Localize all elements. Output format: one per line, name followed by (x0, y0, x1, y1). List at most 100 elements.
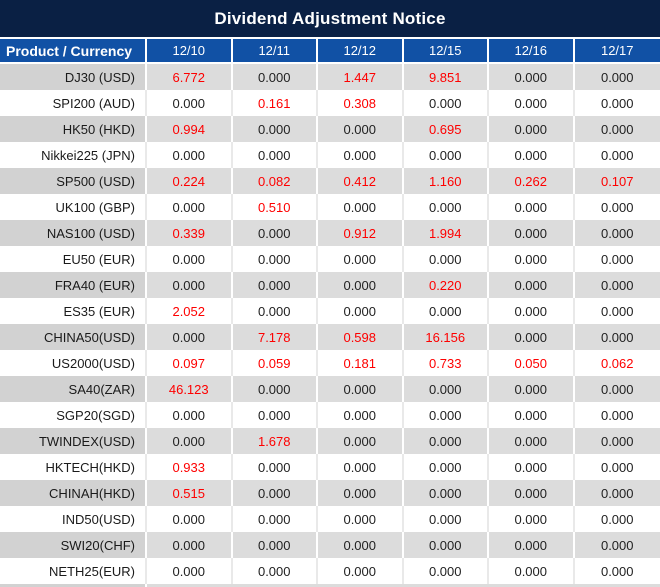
value-cell: 0.059 (232, 350, 318, 376)
value-cell: 0.000 (574, 428, 660, 454)
value-cell: 0.000 (489, 428, 575, 454)
value-cell: 0.912 (318, 220, 404, 246)
value-cell: 0.000 (489, 64, 575, 90)
product-cell: US2000(USD) (0, 350, 147, 376)
cutoff-row-strip (0, 584, 147, 587)
value-cell: 0.000 (403, 428, 489, 454)
value-cell: 0.000 (318, 428, 404, 454)
value-cell: 0.000 (318, 376, 404, 402)
product-cell: UK100 (GBP) (0, 194, 147, 220)
value-cell: 0.000 (147, 272, 233, 298)
value-cell: 7.178 (232, 324, 318, 350)
value-cell: 0.000 (403, 142, 489, 168)
column-header-date-1: 12/11 (232, 37, 318, 64)
value-cell: 0.000 (403, 454, 489, 480)
value-cell: 0.000 (232, 506, 318, 532)
value-cell: 0.000 (318, 532, 404, 558)
value-cell: 0.000 (489, 246, 575, 272)
product-cell: CHINAH(HKD) (0, 480, 147, 506)
value-cell: 0.000 (489, 194, 575, 220)
value-cell: 0.000 (232, 480, 318, 506)
value-cell: 9.851 (403, 64, 489, 90)
column-header-date-4: 12/16 (489, 37, 575, 64)
value-cell: 0.000 (318, 298, 404, 324)
value-cell: 1.447 (318, 64, 404, 90)
value-cell: 0.000 (574, 454, 660, 480)
value-cell: 0.000 (403, 90, 489, 116)
value-cell: 0.412 (318, 168, 404, 194)
value-cell: 0.000 (403, 194, 489, 220)
cutoff-row-strip (232, 584, 318, 587)
value-cell: 1.160 (403, 168, 489, 194)
value-cell: 0.000 (232, 272, 318, 298)
value-cell: 0.000 (232, 298, 318, 324)
value-cell: 0.000 (232, 454, 318, 480)
value-cell: 0.097 (147, 350, 233, 376)
value-cell: 0.000 (232, 142, 318, 168)
cutoff-row-strip (147, 584, 233, 587)
value-cell: 0.000 (403, 532, 489, 558)
value-cell: 0.000 (489, 298, 575, 324)
column-header-date-0: 12/10 (147, 37, 233, 64)
product-cell: DJ30 (USD) (0, 64, 147, 90)
value-cell: 0.050 (489, 350, 575, 376)
product-cell: NETH25(EUR) (0, 558, 147, 584)
value-cell: 46.123 (147, 376, 233, 402)
value-cell: 0.000 (147, 194, 233, 220)
value-cell: 0.000 (318, 558, 404, 584)
product-cell: NAS100 (USD) (0, 220, 147, 246)
value-cell: 0.000 (489, 324, 575, 350)
value-cell: 0.220 (403, 272, 489, 298)
value-cell: 0.000 (318, 402, 404, 428)
value-cell: 0.000 (318, 480, 404, 506)
value-cell: 0.000 (318, 454, 404, 480)
value-cell: 0.000 (403, 246, 489, 272)
value-cell: 0.000 (574, 246, 660, 272)
value-cell: 0.994 (147, 116, 233, 142)
value-cell: 0.107 (574, 168, 660, 194)
value-cell: 0.000 (489, 558, 575, 584)
product-cell: TWINDEX(USD) (0, 428, 147, 454)
product-cell: SA40(ZAR) (0, 376, 147, 402)
value-cell: 0.000 (489, 480, 575, 506)
value-cell: 0.000 (147, 532, 233, 558)
product-cell: ES35 (EUR) (0, 298, 147, 324)
value-cell: 0.000 (574, 480, 660, 506)
product-cell: SGP20(SGD) (0, 402, 147, 428)
column-header-date-5: 12/17 (574, 37, 660, 64)
value-cell: 0.000 (403, 558, 489, 584)
value-cell: 0.000 (318, 506, 404, 532)
value-cell: 0.000 (403, 402, 489, 428)
cutoff-row-strip (318, 584, 404, 587)
value-cell: 0.000 (574, 64, 660, 90)
value-cell: 0.082 (232, 168, 318, 194)
value-cell: 16.156 (403, 324, 489, 350)
value-cell: 0.733 (403, 350, 489, 376)
product-cell: SP500 (USD) (0, 168, 147, 194)
value-cell: 0.000 (147, 428, 233, 454)
value-cell: 0.000 (232, 558, 318, 584)
value-cell: 0.000 (318, 116, 404, 142)
value-cell: 0.000 (232, 532, 318, 558)
product-cell: HKTECH(HKD) (0, 454, 147, 480)
value-cell: 0.000 (232, 376, 318, 402)
value-cell: 0.224 (147, 168, 233, 194)
value-cell: 0.181 (318, 350, 404, 376)
value-cell: 0.510 (232, 194, 318, 220)
value-cell: 0.000 (147, 246, 233, 272)
product-cell: IND50(USD) (0, 506, 147, 532)
value-cell: 0.000 (574, 272, 660, 298)
column-header-date-2: 12/12 (318, 37, 404, 64)
value-cell: 0.000 (574, 402, 660, 428)
value-cell: 0.000 (574, 376, 660, 402)
product-cell: FRA40 (EUR) (0, 272, 147, 298)
value-cell: 1.994 (403, 220, 489, 246)
value-cell: 0.000 (574, 116, 660, 142)
value-cell: 0.000 (147, 558, 233, 584)
value-cell: 0.000 (403, 376, 489, 402)
value-cell: 0.000 (232, 246, 318, 272)
value-cell: 0.000 (232, 64, 318, 90)
cutoff-row-strip (574, 584, 660, 587)
value-cell: 0.000 (489, 376, 575, 402)
